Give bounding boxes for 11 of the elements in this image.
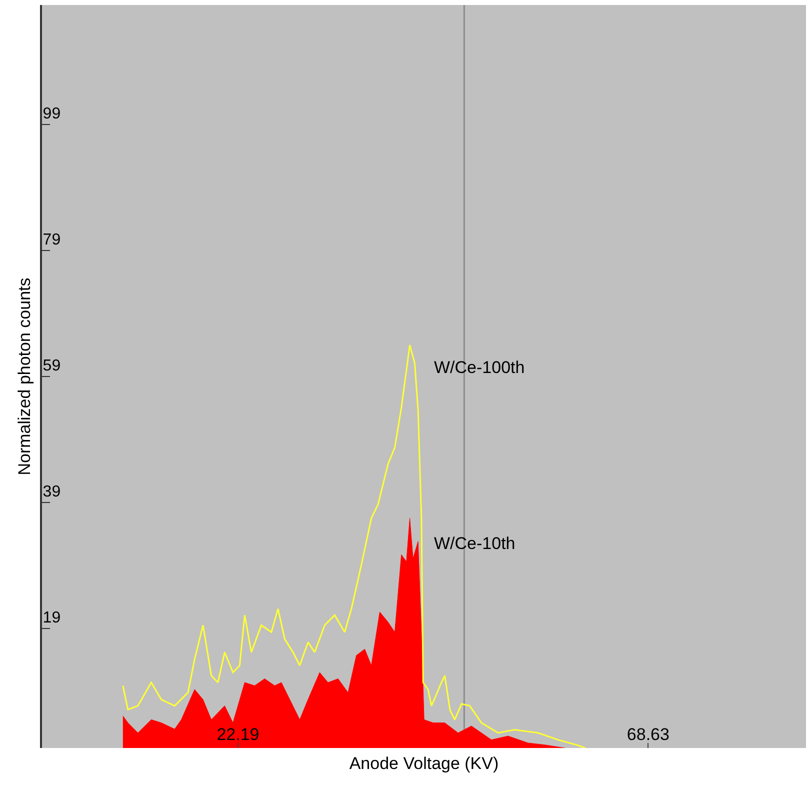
y-axis-title: Normalized photon counts	[14, 278, 34, 476]
y-tick-label: 39	[42, 483, 61, 500]
y-tick-label: 79	[42, 231, 61, 248]
x-tick-label: 22.19	[216, 725, 260, 744]
series-label: W/Ce-10th	[434, 534, 516, 553]
series-label: W/Ce-100th	[434, 358, 525, 377]
y-tick-label: 59	[42, 357, 61, 374]
y-tick-label: 19	[42, 609, 61, 626]
x-axis-title: Anode Voltage (KV)	[349, 754, 499, 773]
x-tick-label: 68.63	[626, 725, 670, 744]
y-tick-label: 99	[42, 106, 61, 123]
